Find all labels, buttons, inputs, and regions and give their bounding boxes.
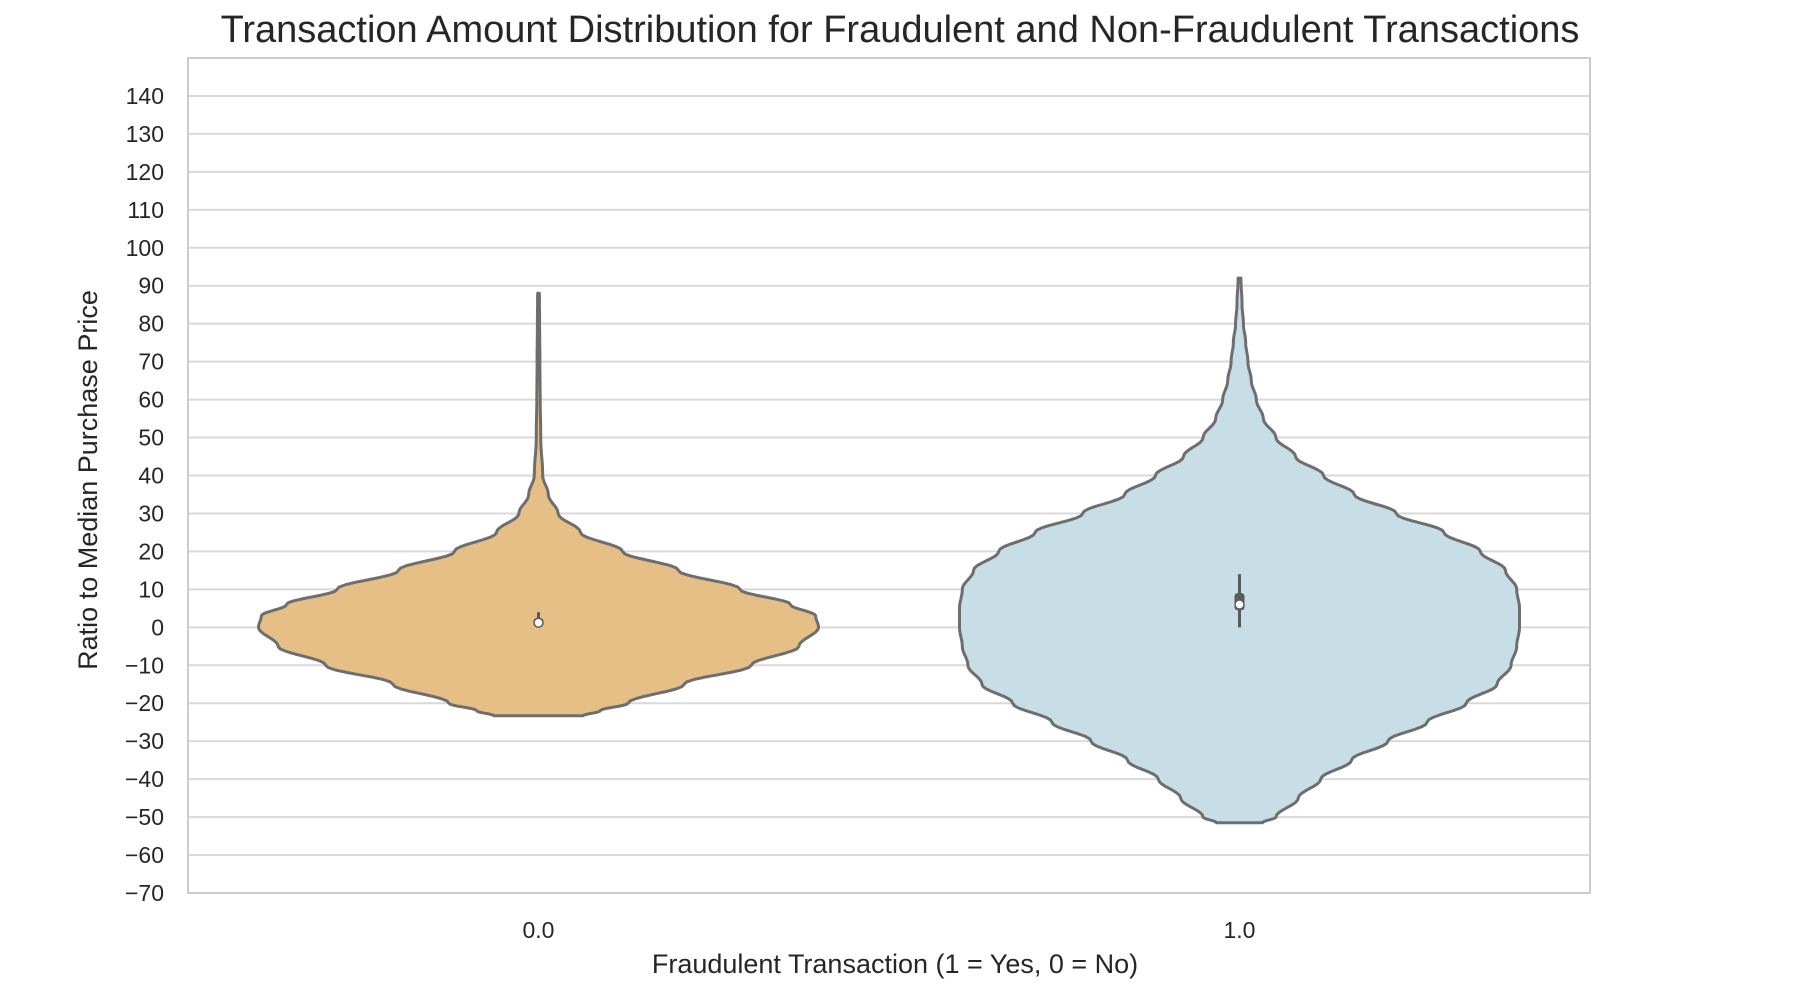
x-tick-labels: 0.0 1.0 [523, 917, 1256, 943]
y-tick-label: 10 [138, 576, 164, 602]
y-tick-labels: −70 −60 −50 −40 −30 −20 −10 0 10 20 30 40 50 60 70 80 90… [125, 83, 164, 906]
violin-body [257, 291, 820, 718]
y-tick-label: 0 [151, 614, 164, 640]
grid-lines [188, 94, 1590, 894]
y-tick-label: 50 [138, 425, 164, 451]
median-point [1234, 599, 1245, 610]
y-tick-label: 70 [138, 349, 164, 375]
violin-body [958, 276, 1521, 825]
y-tick-label: −50 [125, 804, 164, 830]
violin-1.0 [958, 276, 1521, 825]
y-tick-label: 80 [138, 311, 164, 337]
y-tick-label: 100 [126, 235, 164, 261]
plot-frame [187, 57, 1591, 894]
y-tick-label: −10 [125, 652, 164, 678]
y-tick-label: 30 [138, 500, 164, 526]
y-tick-label: −60 [125, 842, 164, 868]
y-axis-title: Ratio to Median Purchase Price [73, 290, 103, 670]
median-point [533, 617, 544, 629]
chart-title: Transaction Amount Distribution for Frau… [221, 9, 1580, 51]
y-tick-label: −70 [125, 880, 164, 906]
y-tick-label: 60 [138, 387, 164, 413]
x-tick-label: 0.0 [523, 917, 555, 943]
y-tick-label: 130 [126, 121, 164, 147]
x-tick-label: 1.0 [1224, 917, 1256, 943]
y-tick-label: −30 [125, 728, 164, 754]
y-tick-label: 140 [126, 83, 164, 109]
y-tick-label: 90 [138, 273, 164, 299]
x-axis-title: Fraudulent Transaction (1 = Yes, 0 = No) [652, 949, 1138, 979]
y-tick-label: −20 [125, 690, 164, 716]
y-tick-label: 40 [138, 463, 164, 489]
y-tick-label: 120 [126, 159, 164, 185]
violin-0.0 [257, 291, 820, 718]
violins [257, 276, 1521, 825]
y-tick-label: 110 [127, 197, 164, 223]
y-tick-label: −40 [125, 766, 164, 792]
y-tick-label: 20 [138, 538, 164, 564]
